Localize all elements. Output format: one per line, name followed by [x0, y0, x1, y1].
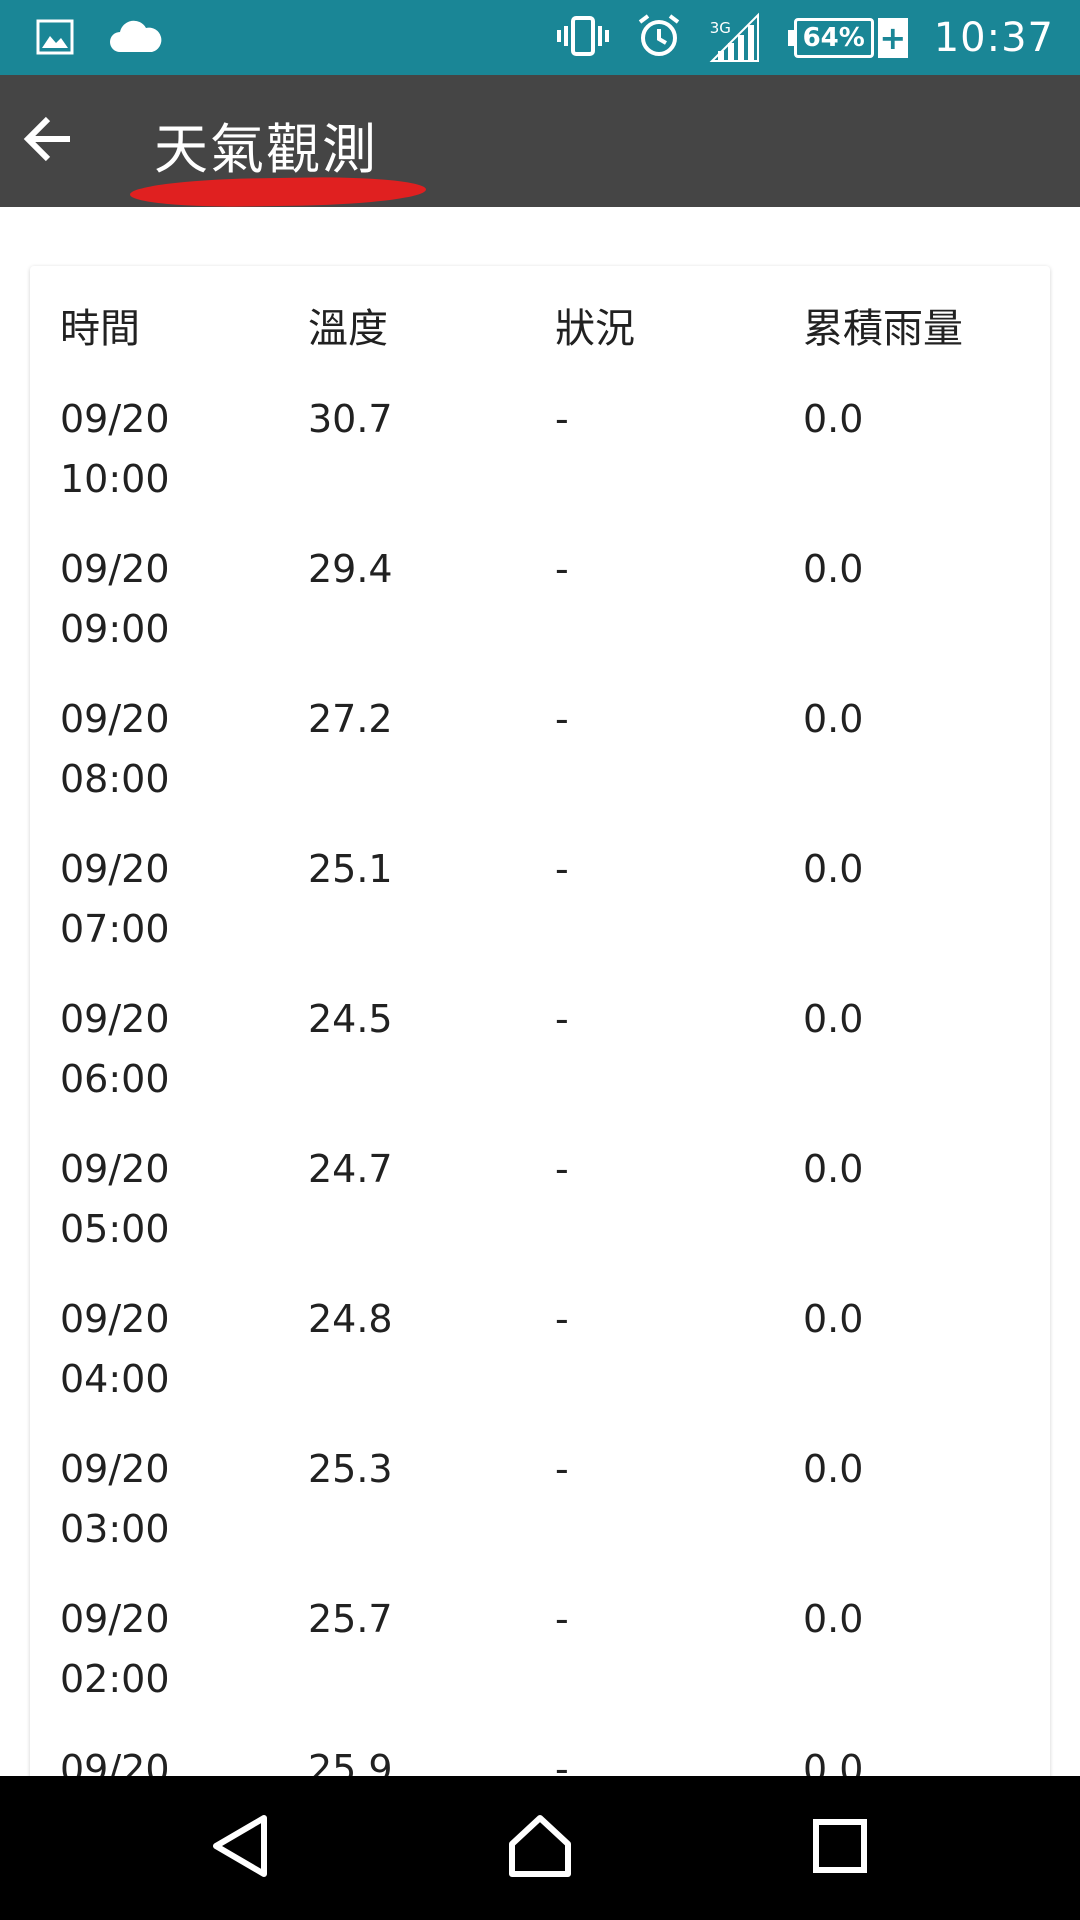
row-hour-text: 05:00 [60, 1207, 170, 1251]
row-time: 09/20 04:00 [60, 1289, 170, 1409]
table-row: 09/20 10:00 30.7 - 0.0 [30, 389, 1050, 539]
row-time: 09/20 10:00 [60, 389, 170, 509]
row-rain: 0.0 [803, 397, 864, 441]
row-time: 09/20 03:00 [60, 1439, 170, 1559]
nav-recents-button[interactable] [798, 1806, 882, 1890]
nav-recents-icon [812, 1818, 868, 1878]
table-row: 09/20 07:00 25.1 - 0.0 [30, 839, 1050, 989]
row-hour-text: 03:00 [60, 1507, 170, 1551]
row-date-text: 09/20 [60, 697, 170, 741]
battery-nub [787, 29, 794, 46]
table-row: 09/20 03:00 25.3 - 0.0 [30, 1439, 1050, 1589]
row-condition: - [555, 1447, 569, 1491]
row-rain: 0.0 [803, 1447, 864, 1491]
back-arrow-icon [22, 113, 74, 169]
row-hour-text: 10:00 [60, 457, 170, 501]
table-row: 09/20 06:00 24.5 - 0.0 [30, 989, 1050, 1139]
status-bar-system: 3G 64% + 10:37 [556, 0, 1054, 75]
observation-card: 時間 溫度 狀況 累積雨量 09/20 10:00 30.7 - 0.0 09/2… [30, 266, 1050, 1886]
row-condition: - [555, 847, 569, 891]
status-bar-notifications [36, 18, 162, 60]
battery-percent: 64% [802, 22, 865, 53]
row-date-text: 09/20 [60, 1297, 170, 1341]
row-condition: - [555, 397, 569, 441]
row-temperature: 27.2 [308, 697, 393, 741]
row-rain: 0.0 [803, 547, 864, 591]
charging-indicator: + [877, 17, 908, 58]
row-date-text: 09/20 [60, 847, 170, 891]
row-rain: 0.0 [803, 1297, 864, 1341]
row-temperature: 24.5 [308, 997, 393, 1041]
battery-icon: 64% + [787, 17, 908, 58]
nav-back-button[interactable] [198, 1806, 282, 1890]
row-condition: - [555, 997, 569, 1041]
table-row: 09/20 04:00 24.8 - 0.0 [30, 1289, 1050, 1439]
row-condition: - [555, 547, 569, 591]
clock: 10:37 [933, 14, 1054, 61]
row-time: 09/20 09:00 [60, 539, 170, 659]
nav-home-icon [508, 1814, 572, 1882]
row-time: 09/20 06:00 [60, 989, 170, 1109]
row-hour-text: 07:00 [60, 907, 170, 951]
row-rain: 0.0 [803, 697, 864, 741]
back-button[interactable] [18, 111, 78, 171]
header-temperature: 溫度 [308, 306, 388, 352]
row-temperature: 30.7 [308, 397, 393, 441]
row-hour-text: 09:00 [60, 607, 170, 651]
row-hour-text: 06:00 [60, 1057, 170, 1101]
row-temperature: 24.7 [308, 1147, 393, 1191]
row-date-text: 09/20 [60, 547, 170, 591]
table-header: 時間 溫度 狀況 累積雨量 [30, 296, 1050, 356]
table-row: 09/20 09:00 29.4 - 0.0 [30, 539, 1050, 689]
row-temperature: 29.4 [308, 547, 393, 591]
cloud-icon [108, 18, 162, 60]
network-type-label: 3G [709, 18, 731, 37]
row-temperature: 25.1 [308, 847, 393, 891]
row-condition: - [555, 1147, 569, 1191]
row-date-text: 09/20 [60, 997, 170, 1041]
row-time: 09/20 07:00 [60, 839, 170, 959]
row-temperature: 25.3 [308, 1447, 393, 1491]
row-condition: - [555, 1297, 569, 1341]
signal-icon: 3G [708, 11, 762, 65]
row-condition: - [555, 697, 569, 741]
row-time: 09/20 08:00 [60, 689, 170, 809]
row-time: 09/20 05:00 [60, 1139, 170, 1259]
status-bar: 3G 64% + 10:37 [0, 0, 1080, 75]
app-bar: 天氣觀測 [0, 75, 1080, 207]
vibrate-icon [556, 14, 610, 62]
row-time: 09/20 02:00 [60, 1589, 170, 1709]
row-date-text: 09/20 [60, 1447, 170, 1491]
row-date-text: 09/20 [60, 1147, 170, 1191]
row-hour-text: 04:00 [60, 1357, 170, 1401]
table-row: 09/20 08:00 27.2 - 0.0 [30, 689, 1050, 839]
page-title: 天氣觀測 [154, 118, 378, 181]
system-nav-bar [0, 1776, 1080, 1920]
row-temperature: 25.7 [308, 1597, 393, 1641]
row-rain: 0.0 [803, 1147, 864, 1191]
header-condition: 狀況 [555, 306, 635, 352]
row-date-text: 09/20 [60, 1597, 170, 1641]
row-hour-text: 08:00 [60, 757, 170, 801]
row-rain: 0.0 [803, 847, 864, 891]
row-date-text: 09/20 [60, 397, 170, 441]
table-row: 09/20 02:00 25.7 - 0.0 [30, 1589, 1050, 1739]
row-rain: 0.0 [803, 1597, 864, 1641]
battery-level: 64% [793, 17, 874, 58]
header-accumulated-rain: 累積雨量 [803, 306, 963, 352]
image-icon [36, 18, 74, 60]
nav-back-icon [210, 1814, 270, 1882]
header-time: 時間 [60, 306, 140, 352]
row-hour-text: 02:00 [60, 1657, 170, 1701]
row-rain: 0.0 [803, 997, 864, 1041]
alarm-icon [636, 13, 682, 63]
row-temperature: 24.8 [308, 1297, 393, 1341]
row-condition: - [555, 1597, 569, 1641]
nav-home-button[interactable] [498, 1806, 582, 1890]
table-row: 09/20 05:00 24.7 - 0.0 [30, 1139, 1050, 1289]
